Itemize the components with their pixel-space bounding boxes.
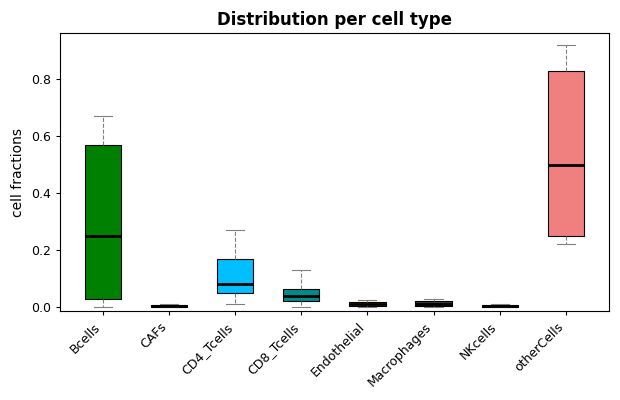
PathPatch shape — [151, 305, 187, 307]
Title: Distribution per cell type: Distribution per cell type — [217, 11, 452, 29]
PathPatch shape — [84, 145, 121, 299]
PathPatch shape — [415, 302, 452, 306]
PathPatch shape — [217, 259, 253, 293]
PathPatch shape — [482, 305, 518, 307]
PathPatch shape — [349, 302, 386, 306]
PathPatch shape — [547, 70, 584, 236]
Y-axis label: cell fractions: cell fractions — [11, 128, 25, 217]
PathPatch shape — [283, 289, 319, 302]
